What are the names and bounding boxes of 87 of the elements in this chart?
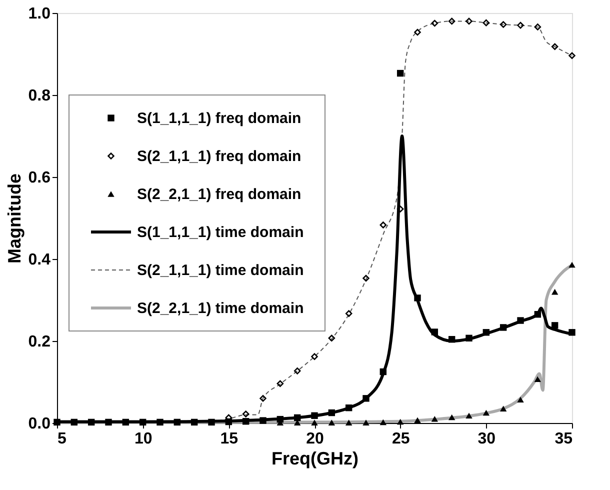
- point: [500, 406, 507, 412]
- point: [500, 21, 507, 28]
- y-tick-label: 0.6: [28, 170, 51, 186]
- point: [380, 368, 387, 376]
- point: [276, 416, 284, 423]
- x-axis-title: Freq(GHz): [272, 448, 358, 468]
- point: [328, 409, 336, 416]
- point: [208, 418, 215, 426]
- point: [396, 70, 404, 77]
- point: [517, 22, 524, 29]
- point: [294, 368, 301, 374]
- point: [345, 404, 352, 412]
- point: [414, 417, 421, 424]
- point: [156, 418, 164, 426]
- point: [225, 418, 232, 426]
- x-tick-label: 10: [134, 430, 152, 448]
- legend-label: S(2_2,1_1) freq domain: [137, 186, 302, 203]
- point: [311, 353, 318, 360]
- point: [105, 418, 112, 426]
- legend-label: S(2_1,1_1) time domain: [137, 262, 304, 279]
- y-tick-label: 1.0: [28, 6, 51, 22]
- y-tick-label: 0.8: [28, 88, 51, 104]
- point: [311, 420, 318, 426]
- point: [448, 414, 456, 420]
- point: [328, 334, 336, 342]
- point: [345, 420, 352, 426]
- point: [70, 418, 78, 426]
- point: [568, 262, 576, 268]
- point: [466, 412, 472, 419]
- point: [242, 410, 250, 418]
- point: [551, 43, 558, 50]
- y-tick-label: 0.0: [28, 416, 51, 432]
- x-tick-label: 5: [58, 430, 66, 448]
- x-tick-label: 30: [478, 430, 496, 448]
- point: [396, 418, 404, 425]
- point: [414, 294, 421, 302]
- point: [88, 418, 95, 426]
- point: [448, 336, 456, 343]
- legend-label: S(1_1,1_1) freq domain: [137, 110, 302, 127]
- y-tick-label: 0.4: [28, 252, 51, 268]
- legend-label: S(2_1,1_1) freq domain: [137, 148, 302, 165]
- legend-label: S(2_2,1_1) time domain: [137, 300, 304, 317]
- point: [431, 20, 438, 27]
- point: [311, 412, 318, 419]
- point: [362, 274, 370, 282]
- point: [482, 19, 490, 26]
- point: [448, 18, 456, 25]
- point: [345, 310, 352, 317]
- x-tick-label: 25: [392, 430, 410, 448]
- point: [174, 418, 181, 426]
- point: [242, 418, 250, 425]
- point: [482, 329, 490, 336]
- point: [534, 310, 542, 318]
- point: [380, 222, 387, 228]
- point: [466, 334, 472, 342]
- point: [362, 420, 370, 426]
- legend-label: S(1_1,1_1) time domain: [137, 224, 304, 241]
- x-tick-label: 35: [554, 430, 573, 448]
- point: [517, 317, 524, 324]
- point: [276, 380, 284, 388]
- point: [534, 24, 542, 30]
- point: [551, 322, 558, 329]
- point: [396, 206, 404, 212]
- point: [517, 396, 524, 403]
- point: [482, 410, 490, 416]
- point: [328, 420, 336, 426]
- point: [414, 28, 421, 36]
- y-axis-title: Magnitude: [4, 174, 24, 264]
- point: [568, 329, 576, 336]
- point: [431, 328, 438, 336]
- point: [122, 418, 130, 426]
- point: [362, 395, 370, 402]
- point: [466, 18, 472, 25]
- point: [380, 419, 387, 426]
- y-tick-label: 0.2: [28, 334, 51, 350]
- point: [139, 418, 146, 426]
- x-tick-label: 15: [220, 430, 238, 448]
- point: [190, 418, 198, 426]
- point: [568, 52, 576, 60]
- point: [260, 395, 266, 402]
- point: [260, 417, 266, 424]
- point: [431, 416, 438, 422]
- point: [294, 414, 301, 422]
- point: [500, 324, 507, 331]
- point: [551, 288, 558, 295]
- x-tick-label: 20: [306, 430, 324, 448]
- point: [534, 376, 542, 382]
